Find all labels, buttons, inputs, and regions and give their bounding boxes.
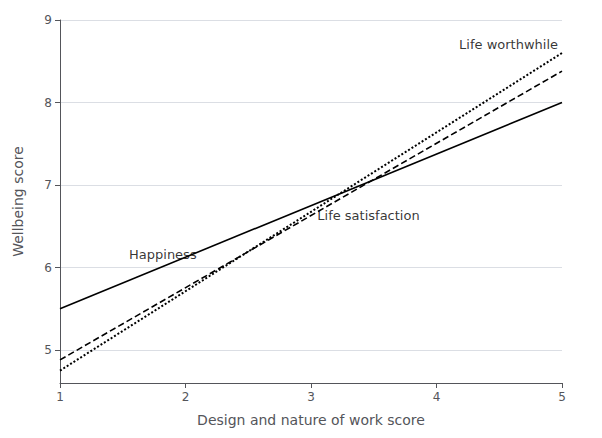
svg-text:2: 2 [182,390,190,404]
svg-text:Happiness: Happiness [129,247,197,262]
svg-text:5: 5 [44,343,52,357]
svg-text:4: 4 [433,390,441,404]
svg-text:3: 3 [307,390,315,404]
svg-text:9: 9 [44,13,52,27]
svg-text:7: 7 [44,178,52,192]
svg-text:Life satisfaction: Life satisfaction [317,208,419,223]
svg-text:1: 1 [56,390,64,404]
svg-text:5: 5 [558,390,566,404]
svg-text:6: 6 [44,261,52,275]
svg-text:8: 8 [44,96,52,110]
svg-text:Wellbeing score: Wellbeing score [10,146,26,257]
svg-text:Life worthwhile: Life worthwhile [459,37,558,52]
svg-text:Design and nature of work scor: Design and nature of work score [197,412,425,428]
